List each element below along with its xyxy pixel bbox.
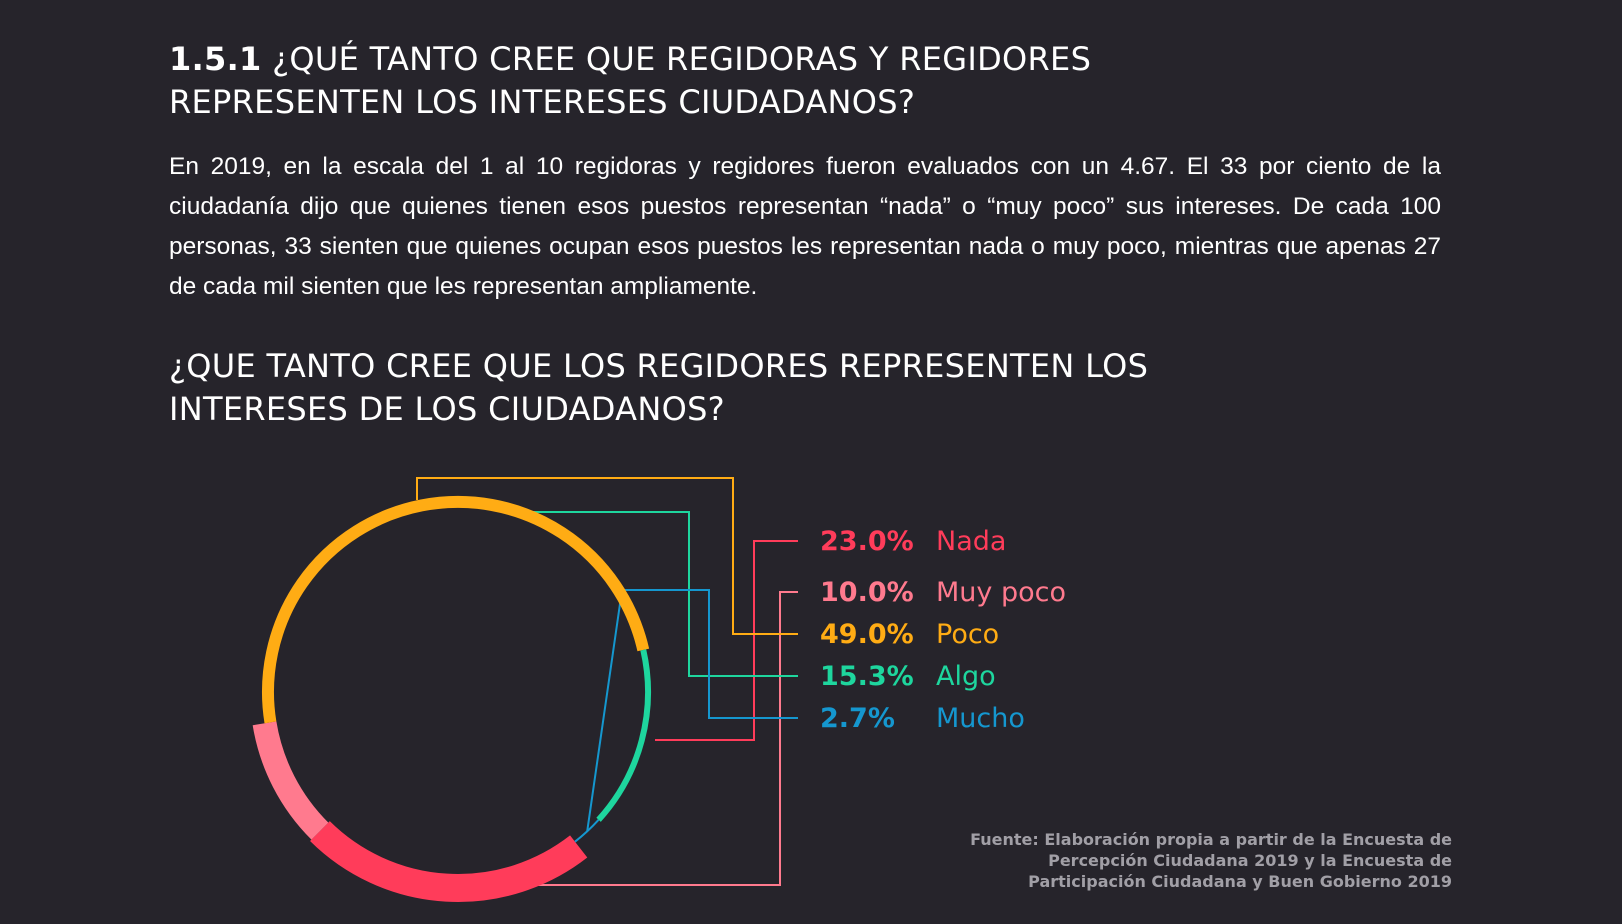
connector-poco [416,477,798,635]
legend-label-algo: Algo [936,661,996,692]
legend-label-mucho: Mucho [936,703,1025,734]
connector-mucho [586,589,798,832]
legend-label-poco: Poco [936,619,999,650]
legend-value-muy-poco: 10.0% [820,577,914,608]
donut-ring [252,495,651,902]
section-number: 1.5.1 [169,40,262,78]
legend-value-nada: 23.0% [820,526,914,557]
legend-connectors [416,477,798,886]
intro-paragraph: En 2019, en la escala del 1 al 10 regido… [169,153,1441,300]
connector-muy-poco [503,591,798,886]
legend-label-nada: Nada [936,526,1006,557]
legend-value-poco: 49.0% [820,619,914,650]
connector-nada [655,540,798,741]
legend-label-muy-poco: Muy poco [936,577,1066,608]
ring-segment-mucho [574,819,600,843]
source-note: Fuente: Elaboración propia a partir de l… [970,830,1452,891]
legend-value-algo: 15.3% [820,661,914,692]
ring-segment-muy-poco [252,721,329,840]
section-title: 1.5.1 ¿QUÉ TANTO CREE QUE REGIDORAS Y RE… [169,38,1169,124]
ring-segment-poco [262,495,650,724]
ring-segment-algo [596,649,651,822]
chart-title: ¿QUE TANTO CREE QUE LOS REGIDORES REPRES… [169,347,1149,428]
legend: 23.0% Nada 10.0% Muy poco 49.0% Poco 15.3% Algo… [820,526,1066,734]
connector-algo [514,511,798,677]
section-title-text: ¿QUÉ TANTO CREE QUE REGIDORAS Y REGIDORE… [169,40,1092,121]
legend-value-mucho: 2.7% [820,703,895,734]
ring-segment-nada [310,821,588,902]
